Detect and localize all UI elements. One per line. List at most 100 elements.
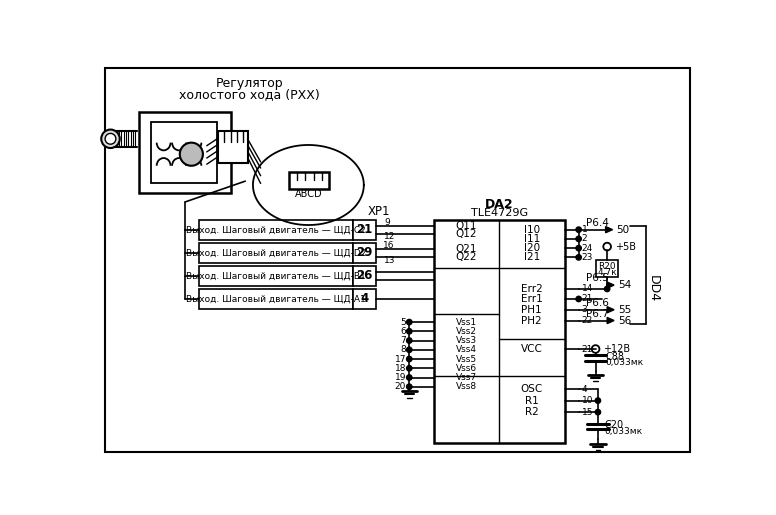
Text: 14: 14 [582, 284, 593, 294]
Text: 0,033мк: 0,033мк [605, 358, 644, 367]
Text: 5: 5 [400, 318, 406, 327]
Text: 56: 56 [618, 316, 631, 325]
Text: Выход. Шаговый двигатель — ЩД-С2: Выход. Шаговый двигатель — ЩД-С2 [186, 225, 366, 234]
Text: 24: 24 [582, 244, 593, 253]
Text: ABCD: ABCD [296, 189, 323, 199]
Text: 55: 55 [618, 305, 631, 315]
Text: Vss8: Vss8 [456, 382, 476, 391]
Circle shape [180, 143, 203, 166]
Text: 8: 8 [400, 345, 406, 354]
Bar [199, 266, 353, 286]
Text: Q11: Q11 [456, 221, 477, 231]
Polygon shape [607, 282, 614, 288]
Text: OSC: OSC [521, 384, 542, 394]
Text: 9: 9 [385, 218, 390, 227]
Text: I11: I11 [524, 234, 540, 244]
Circle shape [576, 255, 581, 260]
Text: I20: I20 [524, 243, 540, 253]
Text: 4: 4 [361, 293, 369, 305]
Text: +5В: +5В [615, 242, 636, 252]
Text: DD4: DD4 [647, 275, 660, 302]
Text: P6.7: P6.7 [587, 308, 609, 319]
Text: 20: 20 [395, 382, 406, 391]
Text: DA2: DA2 [485, 198, 514, 211]
Bar [199, 243, 353, 263]
Bar [597, 261, 618, 278]
Text: I21: I21 [524, 252, 540, 262]
Circle shape [407, 338, 412, 343]
Circle shape [407, 356, 412, 362]
Text: 29: 29 [356, 246, 372, 259]
Text: Регулятор: Регулятор [215, 77, 283, 90]
Text: Vss3: Vss3 [456, 336, 476, 345]
Text: 19: 19 [395, 373, 406, 382]
Text: 4: 4 [582, 385, 587, 393]
Bar [353, 289, 376, 309]
Text: P6.4: P6.4 [587, 218, 609, 228]
Text: Выход. Шаговый двигатель — ЩД-А1: Выход. Шаговый двигатель — ЩД-А1 [186, 295, 366, 303]
Text: Vss6: Vss6 [456, 364, 476, 373]
Text: Vss7: Vss7 [456, 373, 476, 382]
Text: 3: 3 [582, 305, 587, 314]
Text: C88: C88 [605, 352, 625, 362]
Circle shape [595, 409, 601, 415]
Bar [199, 289, 353, 309]
Text: 16: 16 [383, 241, 394, 250]
Text: 15: 15 [582, 408, 593, 417]
Text: PH2: PH2 [521, 316, 542, 325]
Text: Err2: Err2 [521, 284, 542, 294]
Text: Err1: Err1 [521, 294, 542, 304]
Text: 21: 21 [582, 295, 593, 303]
Text: 26: 26 [356, 269, 372, 282]
Circle shape [105, 133, 116, 144]
Text: 1: 1 [582, 225, 587, 234]
Text: VCC: VCC [521, 344, 542, 354]
Polygon shape [607, 306, 614, 313]
Text: Vss5: Vss5 [456, 354, 476, 364]
Text: 21: 21 [582, 345, 593, 353]
Text: 2: 2 [582, 234, 587, 244]
Circle shape [605, 286, 610, 291]
Text: XP1: XP1 [368, 205, 390, 218]
Text: TLE4729G: TLE4729G [471, 209, 528, 218]
Bar [139, 112, 231, 193]
Text: PH1: PH1 [521, 305, 542, 315]
Circle shape [101, 130, 120, 148]
Circle shape [595, 398, 601, 403]
Text: 54: 54 [618, 280, 631, 290]
Bar [434, 220, 565, 443]
Text: Vss4: Vss4 [456, 345, 476, 354]
Text: 7: 7 [400, 336, 406, 345]
Bar [289, 172, 329, 189]
Text: 12: 12 [384, 232, 396, 241]
Text: Выход. Шаговый двигатель — ЩД-D2: Выход. Шаговый двигатель — ЩД-D2 [186, 248, 366, 258]
Circle shape [576, 227, 581, 232]
Text: P6.6: P6.6 [587, 298, 609, 308]
Text: Выход. Шаговый двигатель — ЩД-В1: Выход. Шаговый двигатель — ЩД-В1 [186, 271, 366, 280]
Text: 17: 17 [395, 354, 406, 364]
Text: 18: 18 [395, 364, 406, 373]
Circle shape [407, 319, 412, 325]
Circle shape [407, 329, 412, 334]
Text: Vss2: Vss2 [456, 327, 476, 336]
Text: 22: 22 [582, 316, 593, 325]
Text: P6.5: P6.5 [587, 273, 609, 283]
Bar [151, 122, 217, 183]
Circle shape [407, 366, 412, 371]
Text: I10: I10 [524, 225, 540, 235]
Circle shape [407, 384, 412, 389]
Circle shape [407, 347, 412, 352]
Circle shape [576, 246, 581, 251]
Text: 4,7к: 4,7к [598, 268, 617, 277]
Bar [218, 131, 248, 163]
Polygon shape [605, 227, 612, 233]
Text: 10: 10 [582, 396, 593, 405]
Text: R2: R2 [525, 407, 539, 417]
Text: R1: R1 [525, 396, 539, 406]
Text: 21: 21 [356, 223, 372, 236]
Text: C20: C20 [604, 420, 623, 430]
Text: Vss1: Vss1 [456, 318, 476, 327]
Text: +12В: +12В [603, 344, 630, 354]
Text: 6: 6 [400, 327, 406, 336]
Circle shape [407, 375, 412, 380]
